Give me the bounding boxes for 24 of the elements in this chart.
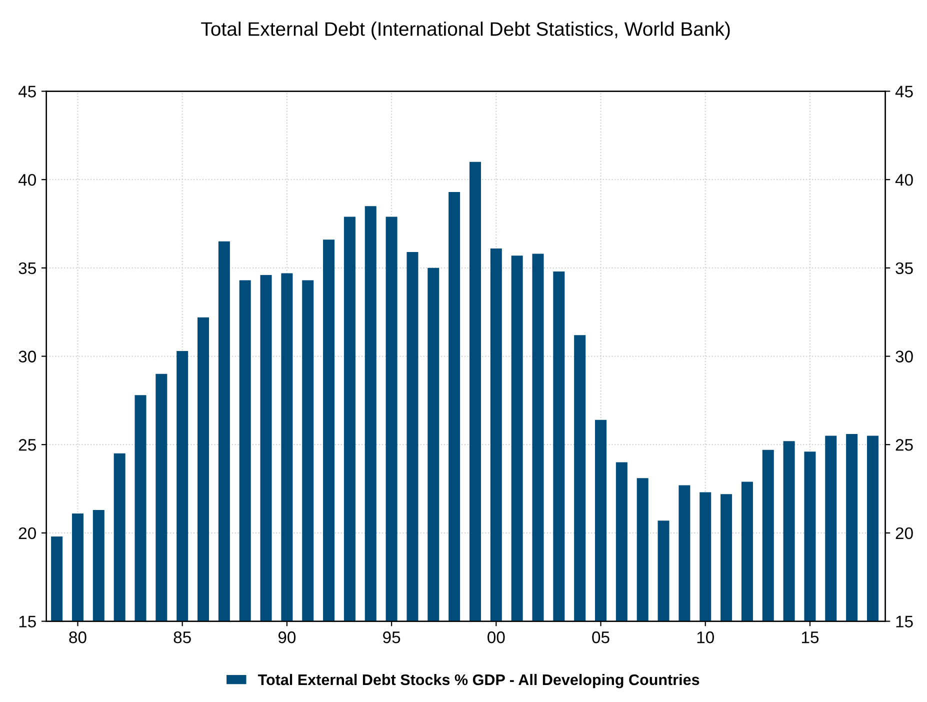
chart-title: Total External Debt (International Debt Statistics, World Bank) — [201, 22, 730, 40]
x-tick-label: 80 — [69, 631, 86, 644]
y2-tick-label: 20 — [896, 527, 913, 540]
x-tick-label: 90 — [278, 631, 296, 644]
x-tick-label: 10 — [697, 631, 714, 644]
y2-tick-label: 40 — [895, 174, 913, 186]
x-tick-label: 85 — [174, 631, 191, 644]
y2-tick-label: 15 — [896, 616, 913, 628]
x-tick-label: 05 — [592, 631, 610, 644]
legend-label: Total External Debt Stocks % GDP - All Developing Countries — [258, 674, 700, 688]
y-tick-label: 40 — [18, 174, 36, 186]
y-tick-label: 45 — [18, 86, 36, 98]
x-tick-label: 15 — [802, 632, 819, 644]
y-tick-label: 35 — [18, 262, 36, 274]
y-tick-label: 15 — [19, 616, 36, 628]
x-tick-label: 00 — [488, 631, 505, 644]
y2-tick-label: 30 — [896, 350, 913, 362]
y2-tick-label: 25 — [896, 439, 913, 451]
y2-tick-label: 45 — [895, 86, 913, 98]
y-tick-label: 25 — [18, 439, 36, 451]
y-tick-label: 20 — [18, 527, 36, 540]
y-tick-label: 30 — [18, 350, 36, 362]
x-tick-label: 95 — [383, 631, 400, 644]
y2-tick-label: 35 — [896, 262, 913, 274]
